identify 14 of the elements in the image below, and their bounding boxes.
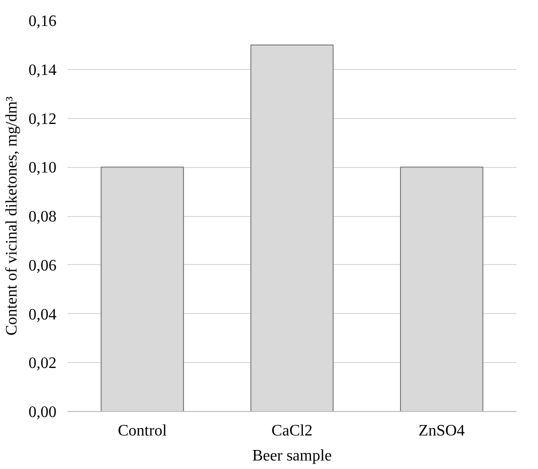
x-tick-label: CaCl2 — [272, 422, 312, 440]
x-tick-label: Control — [118, 422, 168, 440]
x-axis-title: Beer sample — [252, 448, 332, 464]
y-tick-label: 0,06 — [28, 257, 56, 274]
y-axis-title: Content of vicinal diketones, mg/dm³ — [4, 96, 20, 336]
y-tick-label: 0,14 — [28, 62, 56, 79]
y-tick-label: 0,04 — [28, 306, 56, 324]
y-tick-label: 0,02 — [28, 355, 56, 372]
y-tick-label: 0,16 — [28, 13, 56, 30]
y-tick-label: 0,00 — [28, 404, 56, 421]
y-tick-label: 0,12 — [28, 110, 56, 128]
y-tick-label: 0,08 — [28, 208, 56, 226]
x-tick-label: ZnSO4 — [418, 422, 465, 440]
y-tick-label: 0,10 — [28, 160, 56, 177]
